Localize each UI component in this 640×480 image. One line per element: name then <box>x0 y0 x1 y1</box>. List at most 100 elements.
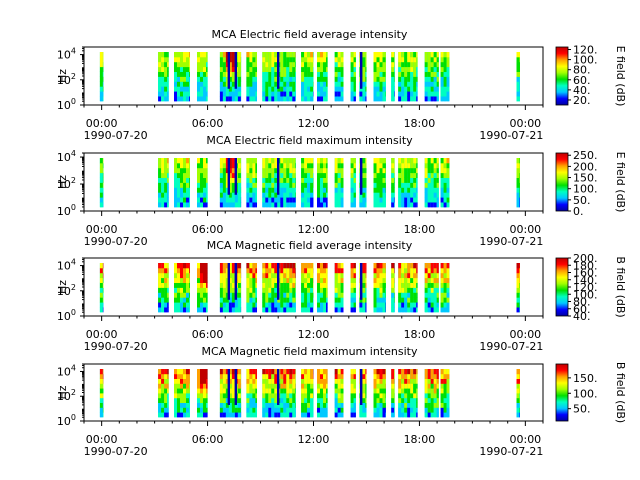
spectrogram-cell <box>365 297 367 303</box>
colorbar-tick-label: 40. <box>573 310 591 323</box>
spectrogram-cell <box>323 282 326 288</box>
spectrogram-cell <box>283 373 287 379</box>
spectrogram-cell <box>376 397 380 403</box>
spectrogram-cell <box>404 167 408 174</box>
spectrogram-cell <box>234 412 238 418</box>
data-band <box>440 263 450 313</box>
spectrogram-cell <box>280 263 284 269</box>
spectrogram-cell <box>307 167 311 174</box>
x-end-date: 1990-07-21 <box>479 340 543 353</box>
spectrogram-cell <box>197 56 200 63</box>
spectrogram-cell <box>365 182 367 188</box>
spectrogram-cell <box>249 167 253 174</box>
spectrogram-cell <box>304 202 308 208</box>
spectrogram-cell <box>373 263 377 269</box>
spectrogram-cell <box>255 76 257 82</box>
spectrogram-cell <box>424 263 428 269</box>
spectrogram-cell <box>391 158 395 164</box>
spectrogram-cell <box>337 182 341 188</box>
spectrogram-cell <box>283 182 287 188</box>
spectrogram-cell <box>326 267 328 274</box>
spectrogram-cell <box>424 56 428 63</box>
spectrogram-cell <box>440 158 444 164</box>
spectrogram-cell <box>197 86 200 92</box>
x-end-date: 1990-07-21 <box>479 129 543 142</box>
spectrogram-cell <box>246 61 250 68</box>
spectrogram-cell <box>433 197 437 203</box>
spectrogram-cell <box>164 167 168 174</box>
spectrogram-cell <box>255 307 257 313</box>
spectrogram-cell <box>289 158 293 164</box>
spectrogram-cell <box>401 182 405 188</box>
spectrogram-cell <box>274 267 278 274</box>
spectrogram-cell <box>158 277 162 283</box>
spectrogram-cell <box>391 76 395 82</box>
spectrogram-cell <box>274 158 278 164</box>
spectrogram-cell <box>516 397 520 403</box>
spectrogram-cell <box>376 297 380 303</box>
spectrogram-cell <box>323 162 326 169</box>
spectrogram-cell <box>161 412 165 418</box>
spectrogram-cell <box>295 302 296 308</box>
spectrogram-cell <box>222 412 226 418</box>
spectrogram-cell <box>304 182 308 188</box>
spectrogram-cell <box>189 197 190 203</box>
spectrogram-cell <box>292 162 296 169</box>
spectrogram-cell <box>197 407 200 413</box>
spectrogram-cell <box>225 177 229 183</box>
spectrogram-cell <box>301 378 305 384</box>
spectrogram-cell <box>102 267 104 274</box>
spectrogram-cell <box>373 307 377 313</box>
spectrogram-cell <box>262 287 266 293</box>
spectrogram-cell <box>280 292 284 298</box>
spectrogram-cell <box>376 302 380 308</box>
spectrogram-cell <box>161 76 165 82</box>
spectrogram-cell <box>433 71 437 77</box>
spectrogram-cell <box>391 302 395 308</box>
spectrogram-cell <box>246 402 250 408</box>
spectrogram-cell <box>237 52 241 58</box>
spectrogram-cell <box>177 267 180 274</box>
spectrogram-cell <box>424 378 428 384</box>
spectrogram-cell <box>177 297 180 303</box>
spectrogram-cell <box>430 56 434 63</box>
spectrogram-cell <box>340 192 344 198</box>
spectrogram-cell <box>292 402 296 408</box>
spectrogram-cell <box>286 52 290 58</box>
spectrogram-cell <box>283 187 287 193</box>
spectrogram-cell <box>197 292 200 298</box>
spectrogram-cell <box>180 373 183 379</box>
spectrogram-cell <box>158 81 162 87</box>
spectrogram-cell <box>337 86 341 92</box>
spectrogram-cell <box>446 297 450 303</box>
spectrogram-cell <box>246 282 250 288</box>
spectrogram-cell <box>274 197 278 203</box>
spectrogram-cell <box>197 182 200 188</box>
spectrogram-cell <box>430 192 434 198</box>
spectrogram-cell <box>317 263 320 269</box>
spectrogram-cell <box>365 282 367 288</box>
spectrogram-cell <box>222 96 226 102</box>
y-axis-label: Hz <box>56 175 69 189</box>
spectrogram-cell <box>180 52 183 58</box>
spectrogram-cell <box>206 297 208 303</box>
spectrogram-cell <box>362 197 366 203</box>
spectrogram-cell <box>394 76 395 82</box>
spectrogram-cell <box>365 383 367 389</box>
spectrogram-cell <box>99 373 103 379</box>
spectrogram-cell <box>376 56 380 63</box>
spectrogram-cell <box>376 96 380 102</box>
spectrogram-cell <box>320 81 323 87</box>
spectrogram-cell <box>359 202 363 208</box>
spectrogram-cell <box>295 158 296 164</box>
spectrogram-cell <box>186 187 189 193</box>
spectrogram-cell <box>310 96 314 102</box>
spectrogram-cell <box>262 388 266 394</box>
spectrogram-cell <box>427 277 431 283</box>
spectrogram-cell <box>427 162 431 169</box>
spectrogram-cell <box>427 369 431 375</box>
spectrogram-cell <box>353 66 356 72</box>
spectrogram-cell <box>430 302 434 308</box>
spectrogram-cell <box>427 302 431 308</box>
spectrogram-cell <box>237 272 241 279</box>
